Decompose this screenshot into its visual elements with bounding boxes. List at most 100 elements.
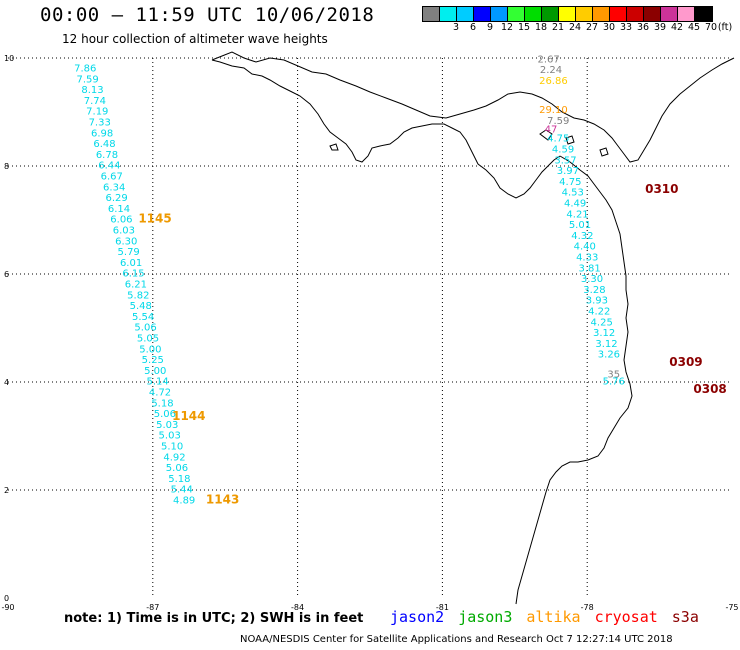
swh-reading: 6.03 [113, 226, 135, 237]
y-tick-label: 8 [4, 162, 9, 171]
swh-reading: 5.18 [168, 474, 190, 485]
color-scale-swatch [678, 7, 695, 21]
color-scale-label: 6 [469, 22, 477, 33]
color-scale-swatch [610, 7, 627, 21]
swh-reading: 5.00 [144, 366, 166, 377]
color-scale-label: 12 [500, 22, 514, 33]
pass-time-labels: 1145 1144 1143 0310 0309 0308 [138, 182, 726, 507]
x-tick-label: -84 [291, 603, 304, 612]
swh-reading: 8.13 [81, 85, 103, 96]
swh-reading: 26.86 [539, 76, 568, 87]
color-scale-swatch [440, 7, 457, 21]
swh-reading: 6.01 [120, 258, 142, 269]
satellite-legend-cryosat: cryosat [594, 608, 658, 626]
swh-reading: 3.28 [583, 285, 605, 296]
swh-reading: 6.34 [103, 182, 125, 193]
swh-reading: 6.14 [108, 204, 130, 215]
color-scale-label: 27 [585, 22, 599, 33]
coastline-caribbean-north [211, 51, 735, 163]
satellite-legend-jason2: jason2 [390, 608, 445, 626]
color-scale-swatch [457, 7, 474, 21]
map-subtitle: 12 hour collection of altimeter wave hei… [62, 32, 328, 46]
color-scale-label: 21 [551, 22, 565, 33]
swh-reading: 7.74 [84, 96, 106, 107]
color-scale-swatch [542, 7, 559, 21]
swh-reading: 4.22 [588, 307, 610, 318]
swh-reading: 3.12 [595, 339, 617, 350]
swh-reading: 5.05 [137, 334, 159, 345]
swh-reading: 47 [545, 125, 558, 136]
swh-reading: 6.06 [110, 215, 132, 226]
color-scale-swatch [559, 7, 576, 21]
x-tick-label: -90 [1, 603, 14, 612]
swh-reading: 5.54 [132, 312, 154, 323]
color-scale-swatch [576, 7, 593, 21]
color-scale-bar [422, 6, 713, 22]
y-tick-label: 6 [4, 270, 9, 279]
y-tick-label: 10 [4, 54, 14, 63]
y-tick-label: 0 [4, 594, 9, 603]
color-scale-label: 15 [517, 22, 531, 33]
swh-reading: 4.33 [576, 253, 598, 264]
swh-reading: 6.98 [91, 128, 113, 139]
swh-reading: 6.15 [122, 269, 144, 280]
swh-reading: 5.18 [151, 398, 173, 409]
swh-reading: 2.24 [540, 65, 562, 76]
pass-time-label: 1145 [138, 212, 171, 226]
satellite-legend-jason3: jason3 [458, 608, 513, 626]
swh-reading: 5.10 [161, 442, 183, 453]
coastline-colombia-pacific [515, 155, 633, 605]
swh-reading: 4.59 [552, 145, 574, 156]
coastline-central-america [211, 59, 561, 199]
swh-reading: 7.59 [77, 74, 99, 85]
swh-reading: 6.67 [101, 172, 123, 183]
swh-reading: 4.25 [591, 317, 613, 328]
swh-reading: 6.44 [98, 161, 120, 172]
swh-reading: 5.01 [569, 220, 591, 231]
swh-reading: 4.72 [149, 388, 171, 399]
swh-reading: 4.40 [574, 242, 596, 253]
pass-time-label: 1144 [172, 409, 205, 423]
swh-reading: 5.03 [156, 420, 178, 431]
color-scale-label: 45 [687, 22, 701, 33]
swh-reading: 5.06 [166, 463, 188, 474]
swh-reading: 4.32 [571, 231, 593, 242]
coastline-islands [329, 129, 609, 157]
swh-reading: 7.59 [547, 116, 569, 127]
color-scale-label: 30 [602, 22, 616, 33]
color-scale-label: 36 [636, 22, 650, 33]
color-scale-label: 3 [452, 22, 460, 33]
swh-reading: 3.97 [557, 166, 579, 177]
swh-reading: 4.53 [562, 188, 584, 199]
swh-readings: 7.867.598.137.747.197.336.986.486.786.44… [74, 54, 625, 506]
y-tick-label: 2 [4, 486, 9, 495]
coastline [211, 51, 735, 605]
color-scale-swatch [695, 7, 712, 21]
swh-reading: 4.49 [564, 199, 586, 210]
color-scale-label: 9 [486, 22, 494, 33]
pass-time-label: 0309 [669, 355, 702, 369]
swh-reading: 7.33 [89, 118, 111, 129]
color-scale-swatch [661, 7, 678, 21]
swh-reading: 7.19 [86, 107, 108, 118]
color-scale-label: 39 [653, 22, 667, 33]
swh-reading: 6.78 [96, 150, 118, 161]
color-scale-swatch [627, 7, 644, 21]
swh-reading: 4.21 [566, 209, 588, 220]
units-note: note: 1) Time is in UTC; 2) SWH is in fe… [64, 611, 364, 626]
swh-reading: 5.00 [139, 344, 161, 355]
x-tick-label: -81 [436, 603, 449, 612]
swh-reading: 5.48 [130, 301, 152, 312]
swh-reading: 5.82 [127, 290, 149, 301]
pass-time-label: 0310 [645, 182, 678, 196]
color-scale-label: 33 [619, 22, 633, 33]
color-scale-label: 18 [534, 22, 548, 33]
swh-reading: 29.10 [539, 105, 568, 116]
credit-line: NOAA/NESDIS Center for Satellite Applica… [240, 634, 673, 645]
swh-reading: 5.79 [118, 247, 140, 258]
swh-reading: 3.12 [593, 328, 615, 339]
map-title: 00:00 — 11:59 UTC 10/06/2018 [40, 4, 375, 26]
color-scale-swatch [593, 7, 610, 21]
color-scale-label: 24 [568, 22, 582, 33]
